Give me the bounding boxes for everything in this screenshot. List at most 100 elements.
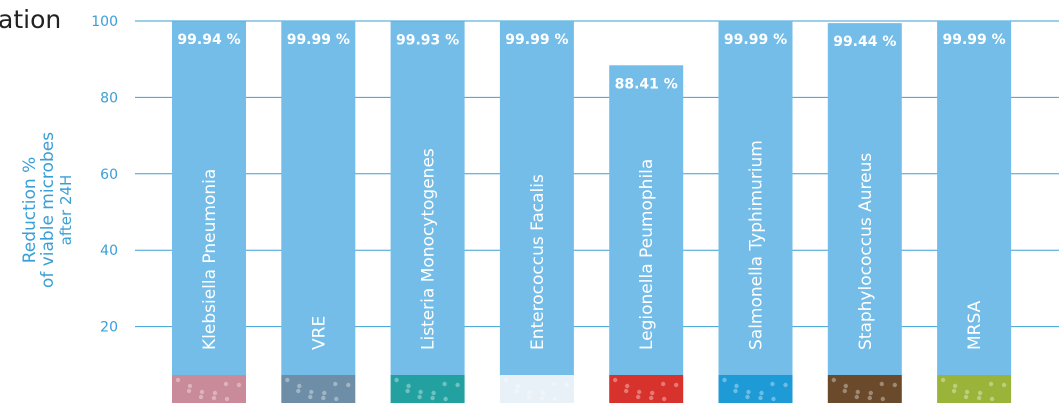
- thumbnail-texture: [503, 377, 509, 383]
- bar: [827, 23, 902, 376]
- bar-group: 99.94 % Klebsiella Pneumonia: [172, 21, 246, 403]
- y-tick-label: 100: [91, 14, 118, 30]
- bar: [281, 21, 356, 375]
- thumbnail-texture: [952, 383, 958, 389]
- thumbnail-texture: [236, 382, 242, 388]
- thumbnail-texture: [211, 395, 217, 401]
- thumbnail-texture: [539, 395, 545, 401]
- bar: [937, 21, 1012, 375]
- category-label: Salmonella Typhimurium: [747, 140, 767, 350]
- microbe-thumbnail: [499, 375, 574, 403]
- thumbnail-texture: [636, 394, 641, 400]
- thumbnail-texture: [624, 388, 629, 394]
- thumbnail-texture: [770, 381, 775, 387]
- thumbnail-texture: [418, 389, 423, 395]
- thumbnail-texture: [175, 377, 181, 383]
- thumbnail-texture: [406, 383, 411, 389]
- thumbnail-texture: [734, 383, 739, 389]
- thumbnail-texture: [879, 381, 884, 387]
- data-label: 88.41 %: [615, 76, 678, 92]
- thumbnail-texture: [552, 396, 558, 402]
- thumbnail-texture: [868, 390, 873, 396]
- microbe-thumbnail: [718, 375, 793, 403]
- thumbnail-texture: [224, 396, 230, 402]
- thumbnail-texture: [455, 382, 460, 388]
- microbe-thumbnail: [827, 375, 902, 403]
- page-title: ation: [0, 5, 62, 34]
- thumbnail-texture: [417, 394, 422, 400]
- thumbnail-texture: [1001, 382, 1007, 388]
- thumbnail-texture: [346, 382, 351, 388]
- thumbnail-texture: [212, 390, 218, 396]
- thumbnail-texture: [989, 396, 995, 402]
- thumbnail-texture: [321, 395, 326, 401]
- thumbnail-texture: [759, 390, 764, 396]
- thumbnail-texture: [783, 382, 788, 388]
- thumbnail-texture: [650, 390, 655, 396]
- bar-group: 99.99 % MRSA: [937, 21, 1012, 403]
- thumbnail-texture: [309, 389, 314, 395]
- microbe-thumbnail: [937, 375, 1012, 403]
- thumbnail-texture: [880, 396, 885, 402]
- thumbnail-texture: [892, 382, 897, 388]
- bar-group: 99.99 % VRE: [281, 21, 356, 403]
- thumbnail-texture: [334, 396, 339, 402]
- category-label: Klebsiella Pneumonia: [200, 169, 220, 350]
- microbe-thumbnail: [390, 375, 465, 403]
- thumbnail-texture: [296, 388, 301, 394]
- y-tick-label: 80: [100, 90, 118, 106]
- thumbnail-texture: [843, 383, 848, 389]
- thumbnail-texture: [442, 381, 447, 387]
- y-tick-label: 20: [100, 320, 118, 336]
- thumbnail-texture: [431, 390, 436, 396]
- thumbnail-texture: [674, 382, 679, 388]
- thumbnail-texture: [649, 395, 654, 401]
- thumbnail-texture: [186, 388, 192, 394]
- thumbnail-texture: [322, 390, 327, 396]
- bar-group: 99.93 % Listeria Monocytogenes: [390, 21, 465, 403]
- data-label: 99.94 %: [177, 32, 240, 48]
- bar: [718, 21, 793, 375]
- y-tick-label: 40: [100, 243, 118, 259]
- thumbnail-texture: [940, 377, 946, 383]
- thumbnail-texture: [297, 383, 302, 389]
- thumbnail-texture: [564, 382, 570, 388]
- thumbnail-texture: [842, 388, 847, 394]
- data-label: 99.99 %: [505, 32, 568, 48]
- data-label: 99.93 %: [396, 32, 459, 48]
- thumbnail-texture: [771, 396, 776, 402]
- bar-group: 99.44 % Staphylococcus Aureus: [827, 23, 902, 403]
- thumbnail-texture: [540, 390, 546, 396]
- microbe-thumbnail: [609, 375, 684, 403]
- thumbnail-texture: [963, 394, 969, 400]
- thumbnail-texture: [613, 377, 618, 383]
- thumbnail-texture: [988, 381, 994, 387]
- thumbnail-texture: [746, 389, 751, 395]
- thumbnail-texture: [198, 394, 204, 400]
- thumbnail-texture: [855, 389, 860, 395]
- y-tick-label: 60: [100, 167, 118, 183]
- thumbnail-texture: [405, 388, 410, 394]
- thumbnail-texture: [285, 377, 290, 383]
- thumbnail-texture: [637, 389, 642, 395]
- thumbnail-texture: [662, 396, 667, 402]
- thumbnail-texture: [526, 394, 532, 400]
- data-label: 99.99 %: [287, 32, 350, 48]
- thumbnail-texture: [854, 394, 859, 400]
- bar: [390, 21, 465, 376]
- bar-group: 88.41 % Legionella Peumophila: [609, 65, 684, 403]
- microbe-thumbnail: [172, 375, 246, 403]
- thumbnail-texture: [308, 394, 313, 400]
- thumbnail-texture: [831, 377, 836, 383]
- thumbnail-texture: [551, 381, 557, 387]
- thumbnail-texture: [199, 389, 205, 395]
- thumbnail-texture: [625, 383, 630, 389]
- thumbnail-texture: [514, 388, 520, 394]
- category-label: Legionella Peumophila: [637, 159, 657, 350]
- thumbnail-texture: [977, 390, 983, 396]
- thumbnail-texture: [515, 383, 521, 389]
- thumbnail-texture: [722, 377, 727, 383]
- category-label: MRSA: [965, 300, 985, 350]
- thumbnail-texture: [964, 389, 970, 395]
